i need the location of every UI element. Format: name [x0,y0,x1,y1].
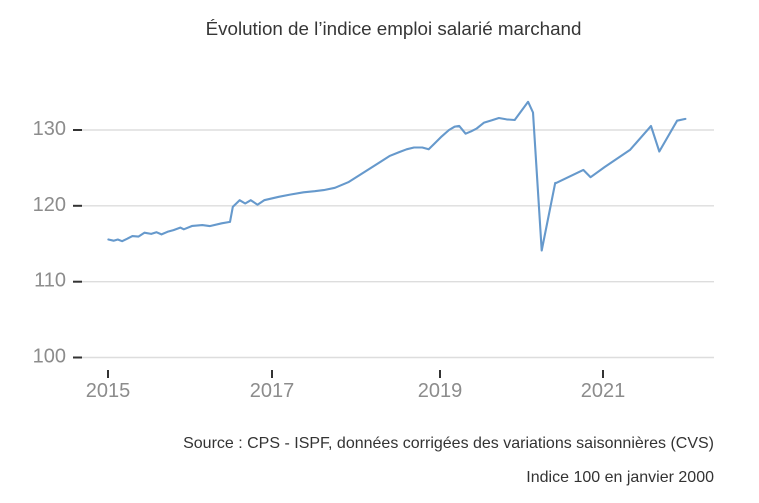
svg-text:130: 130 [33,118,66,140]
svg-text:120: 120 [33,194,66,216]
svg-text:110: 110 [34,270,66,292]
svg-text:2015: 2015 [86,380,131,402]
svg-text:100: 100 [33,346,66,368]
svg-text:2021: 2021 [581,380,626,402]
svg-text:2017: 2017 [250,380,295,402]
svg-text:2019: 2019 [418,380,463,402]
